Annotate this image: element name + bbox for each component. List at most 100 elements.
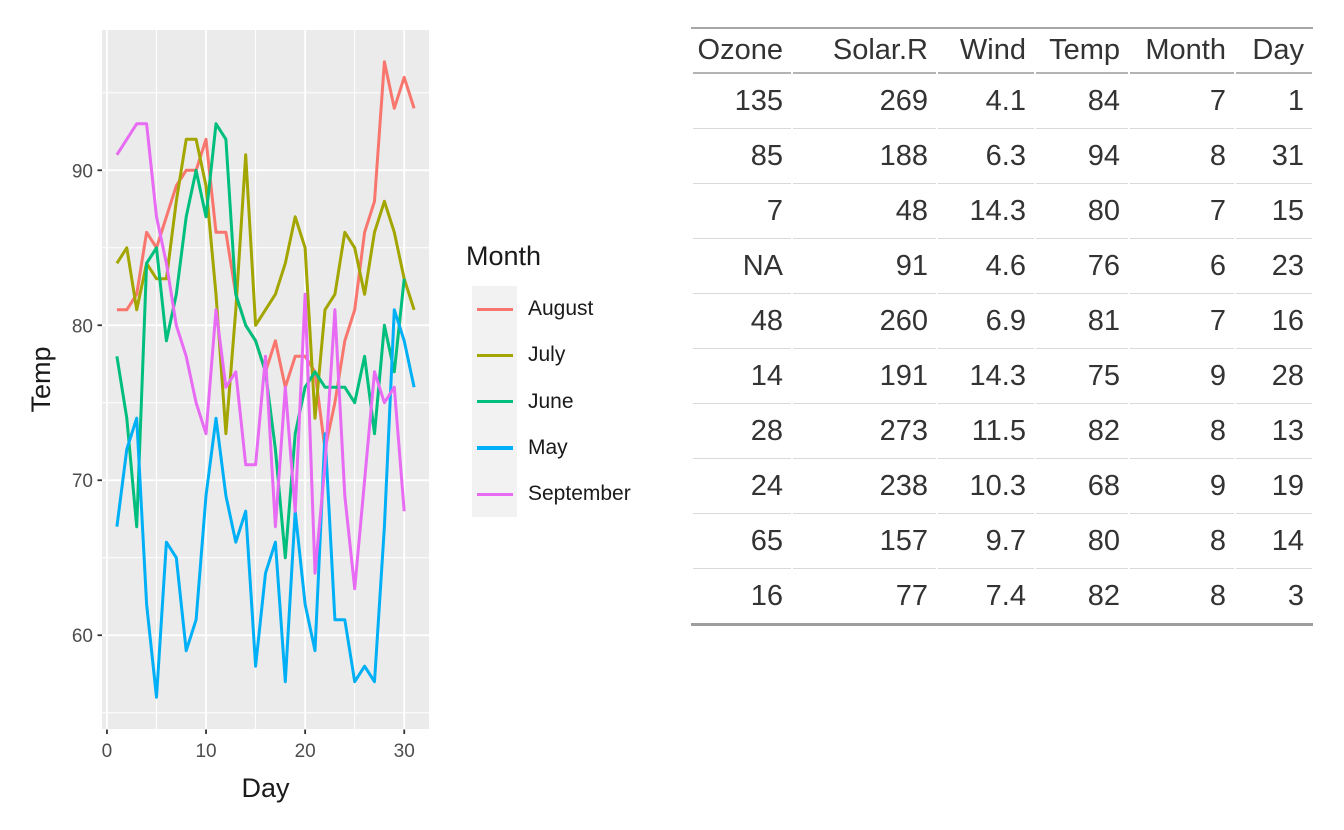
table-cell: 15 [1236, 184, 1312, 239]
legend-line-swatch [476, 492, 513, 496]
table-cell: 273 [793, 404, 936, 459]
series-line-september [115, 122, 406, 591]
table-row: NA 91 4.6 76 6 23 [693, 239, 1312, 294]
table-body: 135 269 4.1 84 7 1 85 188 6.3 94 8 31 7 48 14.3 80 7 15 NA… [693, 74, 1312, 623]
table-cell: 238 [793, 459, 936, 514]
legend-swatch-box [472, 378, 517, 425]
legend-key-may: May [472, 424, 631, 472]
table-cell: 91 [793, 239, 936, 294]
legend-key-september: September [472, 471, 631, 518]
legend-keys: August July June May September [466, 286, 631, 518]
table-row: 65 157 9.7 80 8 14 [693, 514, 1312, 569]
table-cell: 7.4 [985, 580, 1026, 612]
y-tick-label: 60 [72, 626, 93, 647]
legend-label: June [528, 389, 574, 413]
table-cell: 23 [1236, 239, 1312, 294]
table-cell: 16 [1236, 294, 1312, 349]
x-tick-label: 20 [295, 741, 316, 762]
table-cell: 14.3 [938, 349, 1034, 404]
table-cell: 80 [1036, 184, 1128, 239]
y-tick-label: 80 [72, 316, 93, 337]
table-cell: 10.3 [938, 459, 1034, 514]
chart-legend: Month August July June May September [466, 241, 631, 518]
table-cell: 1 [1236, 74, 1312, 129]
x-axis-title: Day [241, 773, 290, 803]
table-cell: 135 [693, 74, 791, 129]
table-row: 14 191 14.3 75 9 28 [693, 349, 1312, 404]
y-axis-title: Temp [26, 346, 56, 412]
table-cell: 13 [1236, 404, 1312, 459]
x-tick-label: 0 [102, 741, 113, 762]
legend-title: Month [466, 241, 542, 271]
airquality-table: Ozone Solar.R Wind Temp Month Day 135 269 4.1 84… [691, 29, 1314, 623]
x-tick-label: 30 [394, 741, 415, 762]
table-cell: 4.1 [938, 74, 1034, 129]
legend-line-swatch [476, 446, 513, 450]
table-row: 7 48 14.3 80 7 15 [693, 184, 1312, 239]
table-cell: 157 [793, 514, 936, 569]
table-cell: 269 [793, 74, 936, 129]
table-cell: 14 [1236, 514, 1312, 569]
x-tick-label: 10 [195, 741, 216, 762]
table-cell: 24 [693, 459, 791, 514]
column-header-ozone: Ozone [693, 29, 791, 74]
table-cell: 48 [793, 184, 936, 239]
table-row: 135 269 4.1 84 7 1 [693, 74, 1312, 129]
table-cell: 7 [1130, 184, 1234, 239]
table-cell: 80 [1036, 514, 1128, 569]
table-cell: 19 [1236, 459, 1312, 514]
table-cell: 7 [1130, 294, 1234, 349]
table-cell: 94 [1036, 129, 1128, 184]
legend-key-august: August [472, 286, 631, 333]
table-cell: 16 [750, 580, 783, 612]
table-cell: 8 [1130, 514, 1234, 569]
table-row: 24 238 10.3 68 9 19 [693, 459, 1312, 514]
legend-swatch-box [472, 471, 517, 518]
table-cell: 84 [1036, 74, 1128, 129]
table-cell: 81 [1036, 294, 1128, 349]
table-cell: 9.7 [938, 514, 1034, 569]
table-cell: 14.3 [938, 184, 1034, 239]
series-line-june [115, 122, 406, 560]
table-cell: 6.3 [938, 129, 1034, 184]
table-cell: 68 [1036, 459, 1128, 514]
table-cell: 188 [793, 129, 936, 184]
legend-line-swatch [476, 353, 513, 357]
table-cell: 31 [1236, 129, 1312, 184]
table-row: 28 273 11.5 82 8 13 [693, 404, 1312, 459]
legend-swatch-box [472, 332, 517, 379]
table-cell: 28 [1236, 349, 1312, 404]
table-cell: 7 [1130, 74, 1234, 129]
legend-key-july: July [472, 332, 631, 379]
y-tick-label: 70 [72, 471, 93, 492]
table-cell: 260 [793, 294, 936, 349]
legend-swatch-box [472, 286, 517, 333]
table-cell: 9 [1130, 459, 1234, 514]
series-line-july [115, 137, 416, 436]
legend-label: July [528, 343, 566, 367]
airquality-table-container: Ozone Solar.R Wind Temp Month Day 135 269 4.1 84… [691, 27, 1313, 626]
table-cell: 75 [1036, 349, 1128, 404]
table-cell: 9 [1130, 349, 1234, 404]
table-cell: 11.5 [938, 404, 1034, 459]
table-cell: 7 [693, 184, 791, 239]
table-cell: NA [693, 239, 791, 294]
table-cell: 6.9 [938, 294, 1034, 349]
table-cell: 4.6 [938, 239, 1034, 294]
y-tick-label: 90 [72, 161, 93, 182]
table-cell: 82 [1036, 404, 1128, 459]
table-cell: 8 [1209, 580, 1226, 612]
legend-label: May [528, 436, 568, 460]
table-cell: 76 [1036, 239, 1128, 294]
table-cell: 82 [1087, 580, 1120, 612]
table-cell: 65 [693, 514, 791, 569]
column-header-wind: Wind [938, 29, 1034, 74]
table-header-row: Ozone Solar.R Wind Temp Month Day [693, 29, 1312, 74]
table-cell: 6 [1130, 239, 1234, 294]
table-row: 85 188 6.3 94 8 31 [693, 129, 1312, 184]
column-header-month: Month [1130, 29, 1234, 74]
legend-swatch-box [472, 424, 517, 472]
table-cell: 191 [793, 349, 936, 404]
column-header-temp: Temp [1036, 29, 1128, 74]
